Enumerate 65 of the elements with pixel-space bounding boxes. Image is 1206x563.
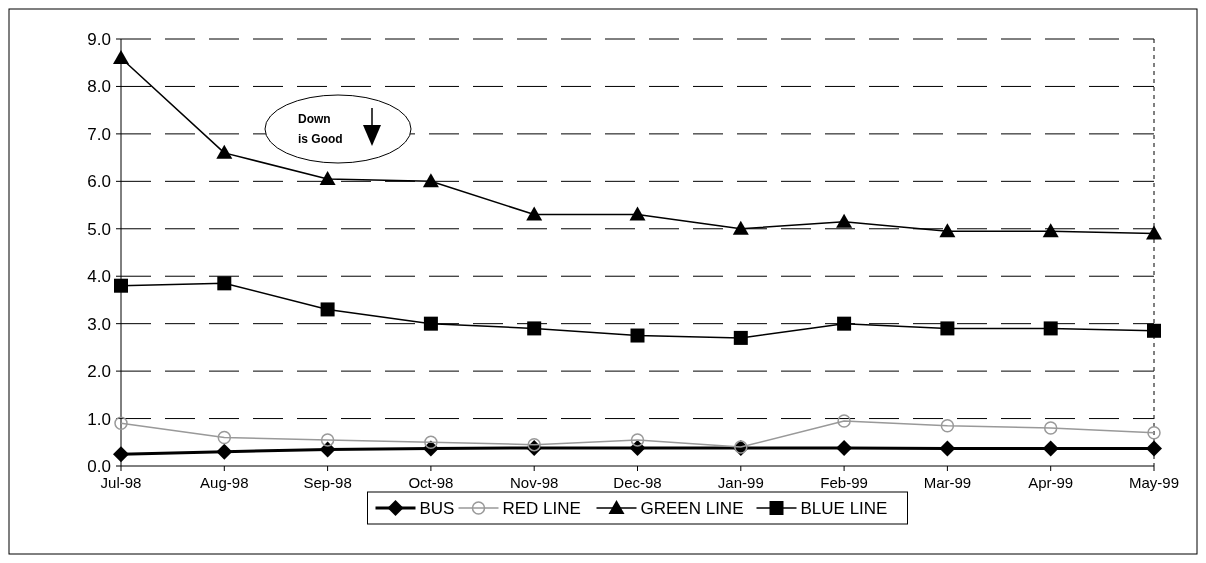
- point: [1042, 440, 1059, 457]
- point: [940, 418, 955, 433]
- legend-label: GREEN LINE: [640, 498, 744, 518]
- point: [113, 49, 129, 64]
- x-tick-label: Dec-98: [613, 474, 662, 491]
- point: [837, 414, 851, 428]
- point: [837, 316, 852, 331]
- point: [732, 220, 749, 235]
- x-tick-label: Apr-99: [1028, 474, 1074, 491]
- point: [424, 435, 438, 450]
- point: [216, 443, 233, 460]
- y-tick-label: 9.0: [87, 29, 111, 49]
- x-tick-label: Jan-99: [717, 474, 764, 491]
- point: [836, 439, 853, 456]
- point: [216, 144, 233, 159]
- point: [527, 321, 542, 336]
- point: [939, 440, 956, 457]
- legend-label: BUS: [419, 498, 455, 518]
- point: [1146, 440, 1162, 457]
- point: [1147, 426, 1161, 440]
- point: [1042, 223, 1059, 238]
- y-tick-label: 1.0: [87, 409, 111, 429]
- annotation: Down is Good: [298, 112, 343, 146]
- point: [526, 206, 543, 221]
- point: [1146, 225, 1162, 240]
- point: [319, 441, 336, 458]
- x-tick-label: Aug-98: [200, 474, 249, 491]
- x-tick-label: Oct-98: [408, 474, 454, 491]
- x-tick-label: May-99: [1128, 474, 1180, 491]
- point: [630, 328, 645, 343]
- point: [423, 316, 438, 331]
- point: [320, 433, 335, 447]
- point: [114, 416, 128, 431]
- point: [319, 170, 336, 185]
- point: [733, 330, 748, 345]
- point: [836, 213, 853, 228]
- x-tick-label: Nov-98: [510, 474, 559, 491]
- y-tick-label: 7.0: [87, 124, 111, 144]
- point: [114, 278, 128, 293]
- legend-label: RED LINE: [502, 498, 581, 518]
- point: [320, 302, 335, 317]
- x-tick-label: Feb-99: [820, 474, 868, 491]
- x-tick-label: Mar-99: [923, 474, 972, 491]
- y-tick-label: 6.0: [87, 172, 111, 192]
- point: [422, 173, 439, 188]
- point: [939, 223, 956, 238]
- x-tick-label: Jul-98: [100, 474, 142, 491]
- point: [217, 276, 232, 291]
- point: [940, 321, 955, 336]
- point: [629, 206, 646, 221]
- y-tick-label: 8.0: [87, 77, 111, 97]
- point: [1147, 323, 1161, 338]
- point: [630, 433, 645, 447]
- y-tick-label: 5.0: [87, 219, 111, 239]
- y-tick-label: 4.0: [87, 267, 111, 287]
- x-tick-label: Sep-98: [303, 474, 352, 491]
- point: [217, 430, 232, 445]
- point: [527, 437, 541, 452]
- point: [113, 446, 129, 463]
- point: [1043, 321, 1058, 336]
- legend-label: BLUE LINE: [800, 498, 888, 518]
- y-tick-label: 3.0: [87, 314, 111, 334]
- y-tick-label: 2.0: [87, 362, 111, 382]
- point: [1043, 421, 1058, 435]
- y-tick-label: 0.0: [87, 456, 111, 476]
